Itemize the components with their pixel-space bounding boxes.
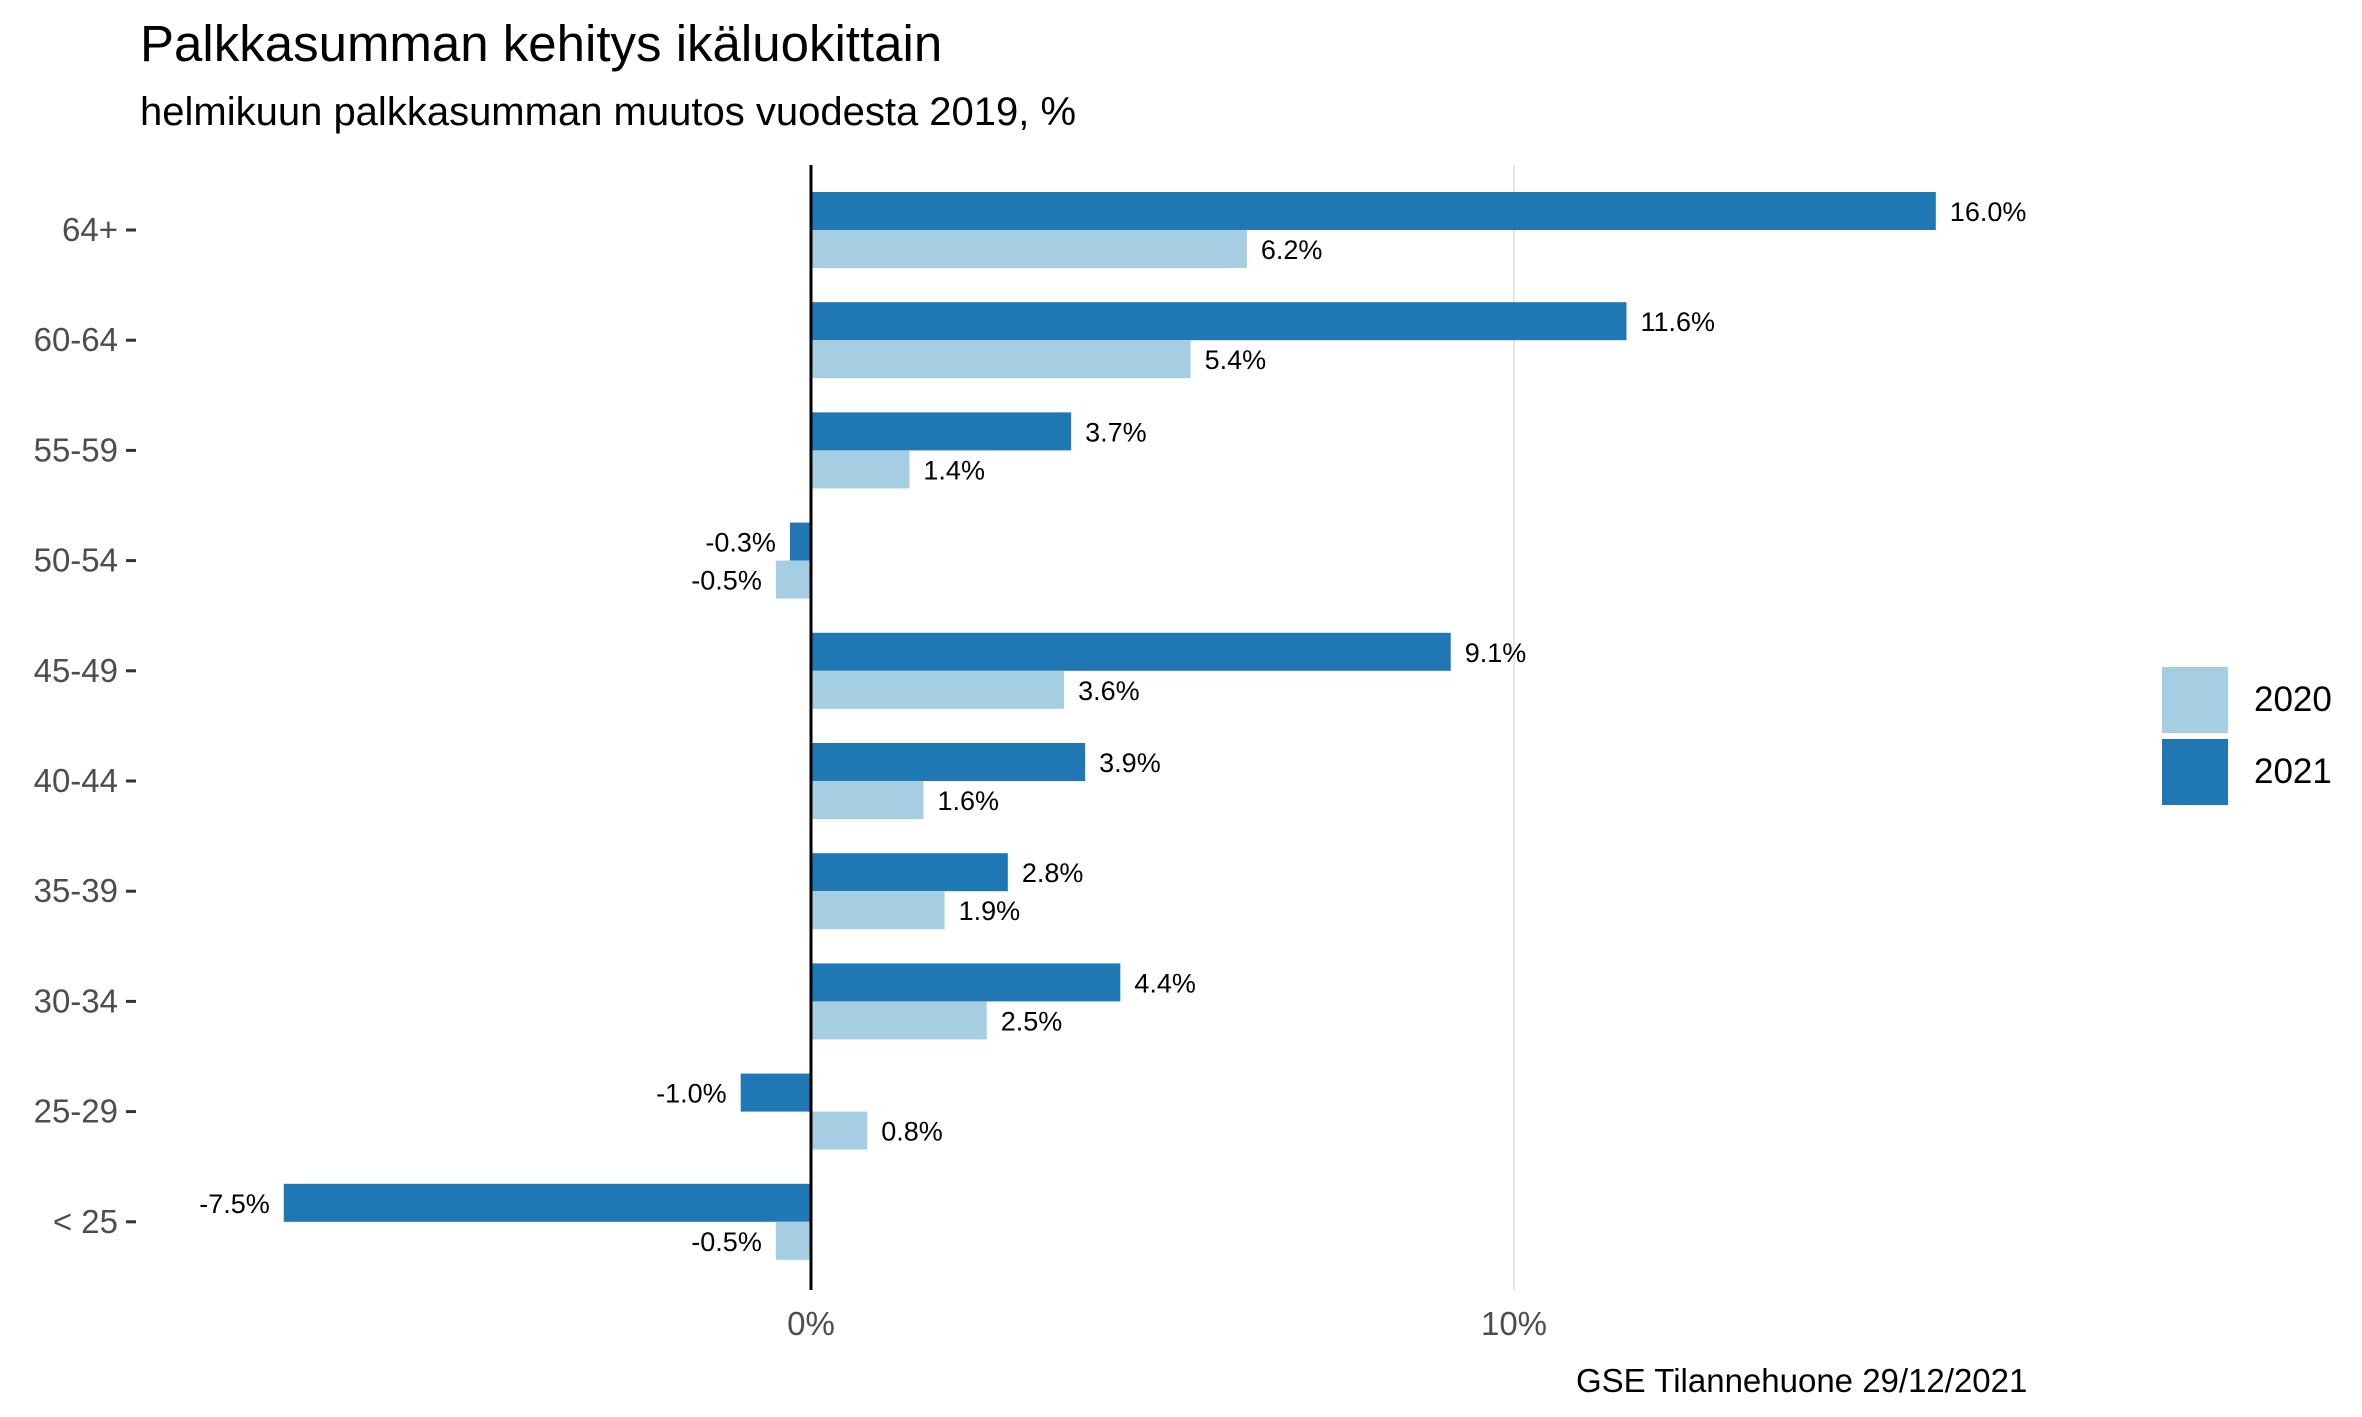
bar-2020: [811, 781, 924, 819]
data-label-2021: 4.4%: [1134, 968, 1196, 998]
legend-item-2021: 2021: [2162, 736, 2332, 808]
bar-2020: [811, 1111, 868, 1150]
data-label-2021: 16.0%: [1950, 197, 2027, 227]
data-label-2021: 3.9%: [1099, 748, 1161, 778]
category-label: 64+: [62, 211, 118, 248]
category-label: 30-34: [34, 982, 118, 1019]
category-label: < 25: [53, 1203, 118, 1240]
bar-2020: [775, 1221, 811, 1260]
data-label-2020: 0.8%: [881, 1117, 943, 1147]
data-label-2021: -7.5%: [199, 1189, 270, 1219]
legend-key-2020: [2162, 667, 2228, 733]
bar-2020: [811, 891, 945, 930]
bar-2021: [811, 412, 1072, 451]
data-label-2021: 11.6%: [1640, 307, 1715, 337]
category-label: 60-64: [34, 321, 118, 358]
data-label-2020: 6.2%: [1261, 235, 1323, 265]
data-label-2020: 1.6%: [937, 786, 999, 816]
data-label-2020: -0.5%: [691, 566, 762, 596]
bar-2021: [811, 853, 1008, 892]
data-label-2020: 2.5%: [1001, 1006, 1063, 1036]
category-label: 35-39: [34, 872, 118, 909]
x-tick-label: 10%: [1481, 1305, 1547, 1342]
bar-2021: [283, 1183, 811, 1222]
data-label-2021: -1.0%: [656, 1079, 727, 1109]
source-caption: GSE Tilannehuone 29/12/2021: [1576, 1362, 2028, 1399]
data-label-2020: 1.4%: [923, 455, 985, 485]
bar-2020: [775, 560, 811, 599]
legend-item-2020: 2020: [2162, 664, 2332, 736]
category-label: 45-49: [34, 652, 118, 689]
bar-2020: [811, 1001, 987, 1040]
data-label-2021: 9.1%: [1465, 638, 1527, 668]
bar-2021: [789, 522, 811, 561]
bar-2021: [811, 632, 1451, 671]
legend-label-2020: 2020: [2254, 680, 2332, 719]
bar-2021: [811, 963, 1121, 1002]
category-label: 25-29: [34, 1093, 118, 1130]
bar-2020: [811, 670, 1065, 709]
bar-2020: [811, 450, 910, 489]
bar-2020: [811, 340, 1191, 379]
bar-2021: [811, 743, 1086, 781]
legend-label-2021: 2021: [2254, 752, 2332, 791]
data-label-2020: 3.6%: [1078, 676, 1140, 706]
chart-subtitle: helmikuun palkkasumman muutos vuodesta 2…: [140, 90, 1077, 134]
legend: 2020 2021: [2162, 664, 2332, 808]
legend-key-2021: [2162, 739, 2228, 805]
category-label: 55-59: [34, 431, 118, 468]
category-label: 40-44: [34, 762, 118, 799]
category-label: 50-54: [34, 542, 118, 579]
data-label-2020: -0.5%: [691, 1227, 762, 1257]
data-label-2021: 2.8%: [1022, 858, 1084, 888]
bar-2021: [811, 192, 1936, 230]
chart-title: Palkkasumman kehitys ikäluokittain: [140, 15, 943, 72]
data-label-2020: 1.9%: [959, 896, 1021, 926]
data-label-2020: 5.4%: [1205, 345, 1267, 375]
data-label-2021: -0.3%: [705, 528, 776, 558]
bar-2021: [740, 1073, 811, 1112]
bar-2021: [811, 302, 1627, 341]
x-tick-label: 0%: [787, 1305, 835, 1342]
bar-2020: [811, 230, 1247, 268]
data-label-2021: 3.7%: [1085, 417, 1147, 447]
